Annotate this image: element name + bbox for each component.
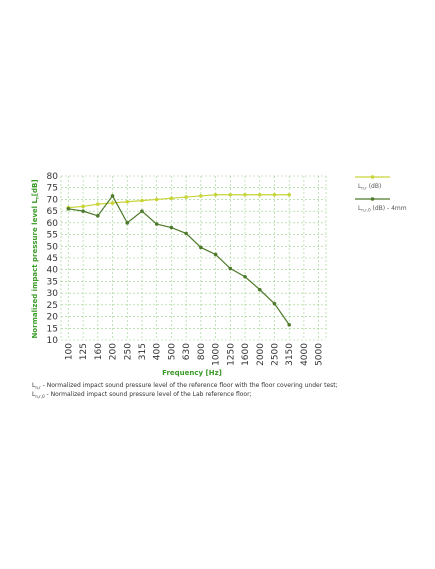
y-tick-label-2: 20 [47, 313, 59, 323]
legend-label-series-2: Ln,r,0 (dB) - 4mm [358, 205, 407, 213]
x-tick-label-12: 1600 [241, 343, 251, 366]
chart-series [66, 192, 291, 327]
legend-label-series-2-suffix: (dB) - 4mm [371, 205, 407, 212]
y-tick-label-14: 80 [47, 172, 59, 182]
x-tick-label-17: 5000 [315, 343, 325, 366]
y-tick-label-12: 70 [47, 195, 59, 205]
y-tick-label-3: 25 [47, 301, 58, 311]
series-1-point-5 [140, 198, 144, 203]
x-tick-label-7: 500 [167, 343, 177, 360]
legend-label-series-1-suffix: (dB) [367, 183, 382, 190]
x-axis-title: Frequency [Hz] [162, 369, 222, 377]
series-2-point-6 [154, 222, 159, 226]
y-tick-label-7: 45 [47, 254, 58, 264]
series-2-point-4 [125, 221, 130, 225]
legend-label-series-2-main: L [358, 205, 362, 212]
series-1-point-10 [213, 192, 218, 197]
x-tick-label-13: 2000 [256, 343, 266, 366]
series-2-point-13 [257, 287, 262, 292]
series-2-line [68, 194, 290, 326]
y-axis-title-unit: [dB] [31, 179, 39, 196]
note-1-subscript: n,r [35, 385, 41, 391]
x-tick-label-10: 1000 [212, 343, 222, 366]
series-1-point-1 [81, 204, 85, 209]
series-1-point-7 [169, 196, 174, 201]
note-2-subscript: n,r,0 [35, 394, 45, 400]
legend-marker-series-1 [370, 175, 375, 179]
legend-label-series-1: Ln,r (dB) [358, 183, 381, 191]
y-tick-label-10: 60 [47, 219, 59, 229]
note-2-symbol: L [32, 391, 36, 398]
y-tick-label-8: 50 [47, 242, 59, 252]
x-tick-label-9: 800 [197, 343, 207, 360]
series-2-point-2 [96, 214, 100, 218]
legend: Ln,r (dB) Ln,r,0 (dB) - 4mm [355, 175, 407, 213]
legend-label-series-1-sub: n,r [361, 186, 367, 191]
series-2-point-5 [140, 209, 144, 213]
series-1-point-2 [96, 202, 100, 206]
series-2-point-10 [213, 252, 218, 257]
y-axis-title-main: Normalized impact pressure level L [31, 199, 39, 339]
x-tick-label-15: 3150 [285, 343, 295, 366]
series-1-point-4 [125, 199, 130, 204]
note-lab-reference-floor: Ln,r,0 - Normalized impact sound pressur… [32, 391, 252, 401]
series-1-point-13 [257, 192, 262, 197]
chart-grid [60, 175, 327, 341]
y-tick-label-4: 30 [47, 289, 59, 299]
x-tick-label-16: 4000 [300, 343, 310, 366]
series-1-point-3 [110, 201, 115, 205]
legend-label-series-1-main: L [358, 183, 362, 190]
legend-item-series-2: Ln,r,0 (dB) - 4mm [355, 197, 407, 213]
series-2-point-3 [110, 194, 115, 198]
series-1-point-6 [154, 197, 159, 202]
x-tick-label-3: 200 [109, 343, 119, 360]
series-2-point-12 [243, 274, 247, 279]
y-tick-label-1: 15 [47, 324, 58, 334]
y-axis-title-sub: n [35, 196, 40, 199]
y-tick-label-0: 10 [47, 336, 59, 346]
series-2-point-8 [184, 231, 188, 236]
series-1-point-9 [199, 194, 203, 198]
note-1-symbol: L [32, 382, 36, 389]
x-tick-label-0: 100 [64, 343, 74, 360]
legend-item-series-1: Ln,r (dB) [355, 175, 390, 191]
series-1-point-14 [272, 192, 277, 197]
series-2-point-0 [66, 207, 71, 211]
series-2-point-11 [228, 266, 233, 271]
note-1-text: - Normalized impact sound pressure level… [40, 382, 338, 389]
x-tick-label-2: 160 [94, 343, 104, 360]
x-tick-label-1: 125 [79, 343, 89, 360]
series-1-point-11 [228, 192, 233, 197]
series-1-point-15 [287, 192, 291, 197]
legend-label-series-2-sub: n,r,0 [361, 208, 371, 213]
x-tick-label-4: 250 [123, 343, 133, 360]
x-tick-label-14: 2500 [270, 343, 280, 366]
y-tick-label-13: 75 [47, 184, 58, 194]
series-2-point-15 [287, 322, 291, 327]
x-tick-label-11: 1250 [226, 343, 236, 366]
y-axis-title: Normalized impact pressure level Ln[dB] [31, 179, 40, 338]
series-2-point-9 [199, 245, 203, 250]
x-tick-label-8: 630 [182, 343, 192, 360]
series-1-point-12 [243, 192, 247, 197]
x-tick-label-5: 315 [138, 343, 148, 360]
note-2-text: - Normalized impact sound pressure level… [44, 391, 252, 398]
y-tick-label-9: 55 [47, 231, 58, 241]
x-axis: 100 125 160 200 250 315 400 500 630 800 1000 1250 16… [64, 343, 324, 366]
y-tick-label-11: 65 [47, 207, 58, 217]
series-2-point-14 [272, 301, 277, 306]
y-tick-label-5: 35 [47, 277, 58, 287]
series-2-point-1 [81, 209, 85, 213]
x-tick-label-6: 400 [153, 343, 163, 360]
series-1-line [68, 194, 290, 209]
note-reference-floor-covering: Ln,r - Normalized impact sound pressure … [32, 382, 338, 392]
series-2-point-7 [169, 225, 174, 230]
series-1-point-8 [184, 195, 188, 199]
y-tick-label-6: 40 [47, 266, 59, 276]
legend-marker-series-2 [370, 197, 375, 201]
